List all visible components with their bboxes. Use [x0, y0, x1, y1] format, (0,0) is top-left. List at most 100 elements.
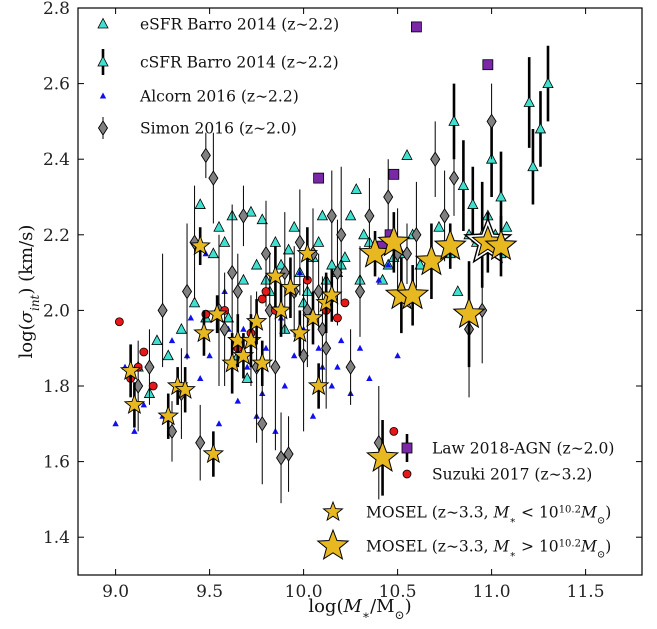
data-point: [257, 415, 268, 432]
data-point: [202, 442, 225, 464]
legend-marker: [401, 442, 413, 454]
legend-item: Simon 2016 (z∼2.0): [97, 117, 297, 139]
data-point: [275, 258, 287, 270]
data-point: [157, 404, 180, 426]
data-point: [321, 284, 343, 305]
y-tick-label: 1.8: [43, 377, 70, 397]
legend-marker: [99, 92, 107, 99]
data-point: [411, 226, 422, 243]
y-axis-label: log(σint) (km/s): [16, 225, 42, 359]
data-point: [296, 242, 319, 263]
data-point: [131, 427, 138, 434]
data-point: [467, 198, 479, 209]
y-tick-label: 2.8: [43, 0, 70, 19]
data-point: [245, 205, 257, 217]
data-point: [194, 198, 206, 209]
legend-label: Simon 2016 (z∼2.0): [140, 120, 297, 138]
legend-item: MOSEL (z∼3.3, M∗ > 1010.2M⊙): [316, 528, 611, 561]
data-point: [354, 283, 366, 300]
data-point: [433, 228, 467, 261]
data-point: [448, 170, 460, 186]
data-point: [288, 220, 300, 232]
legend-marker: [322, 500, 344, 522]
data-point: [289, 321, 311, 343]
y-tick-label: 2.4: [43, 150, 70, 170]
data-point: [358, 228, 370, 240]
legend-label: Suzuki 2017 (z∼3.2): [432, 466, 592, 484]
legend-label: MOSEL (z∼3.3, M∗ > 1010.2M⊙): [366, 538, 611, 561]
data-point: [232, 283, 243, 300]
data-point: [168, 337, 176, 344]
data-point: [240, 329, 262, 350]
data-point: [339, 251, 351, 262]
data-point: [334, 363, 341, 370]
plot-frame: [77, 7, 643, 576]
data-point: [206, 302, 228, 324]
data-point: [157, 302, 168, 319]
data-point: [291, 352, 298, 359]
data-point: [250, 258, 263, 270]
data-point: [238, 208, 249, 224]
x-tick-label: 10.0: [285, 582, 323, 602]
data-point: [270, 299, 292, 320]
data-point: [313, 283, 324, 300]
data-point: [207, 247, 220, 259]
data-point: [326, 208, 337, 224]
data-point: [410, 21, 422, 33]
data-point: [123, 393, 146, 415]
data-point: [260, 245, 272, 262]
legend-label: Alcorn 2016 (z∼2.2): [139, 88, 299, 106]
data-point: [365, 440, 400, 472]
data-point: [119, 359, 142, 381]
series-star-small: [119, 227, 343, 477]
data-point: [433, 220, 445, 232]
y-tick-label: 1.4: [43, 528, 70, 548]
data-point: [188, 296, 201, 308]
data-point: [439, 208, 450, 224]
data-point: [457, 179, 470, 191]
data-point: [315, 344, 322, 351]
legend-item: MOSEL (z∼3.3, M∗ < 1010.2M⊙): [322, 500, 611, 526]
data-point: [251, 352, 274, 373]
data-point: [187, 314, 194, 321]
x-tick-label: 11.0: [473, 582, 511, 602]
data-point: [195, 434, 206, 451]
legend-item: Law 2018-AGN (z∼2.0): [401, 434, 614, 462]
data-point: [313, 172, 325, 184]
data-point: [316, 209, 329, 221]
legend-item: cSFR Barro 2014 (z∼2.2): [97, 49, 339, 75]
data-point: [237, 273, 250, 285]
data-point: [377, 224, 411, 257]
data-point: [208, 170, 219, 186]
data-point: [215, 420, 223, 427]
data-point: [321, 340, 332, 357]
legend-item: eSFR Barro 2014 (z∼2.2): [97, 16, 339, 34]
legend-marker: [316, 528, 350, 561]
data-point: [345, 359, 356, 375]
data-point: [112, 420, 119, 427]
data-point: [262, 344, 270, 351]
data-point: [394, 352, 401, 359]
data-point: [270, 359, 281, 375]
data-point: [340, 298, 350, 308]
y-tick-label: 2.6: [43, 75, 70, 95]
data-point: [302, 306, 324, 328]
data-point: [234, 397, 241, 404]
data-point: [222, 311, 235, 323]
data-point: [307, 374, 330, 396]
data-point: [542, 77, 554, 88]
data-point: [430, 151, 441, 168]
data-point: [182, 283, 193, 300]
data-point: [328, 382, 335, 389]
data-point: [197, 374, 204, 381]
y-axis-ticks: 1.4 1.6 1.8 2.0 2.2 2.4 2.6 2.8: [43, 0, 642, 548]
data-point: [189, 234, 211, 256]
x-tick-label: 11.5: [567, 582, 605, 602]
data-point: [140, 401, 147, 408]
data-marks: [112, 21, 554, 504]
data-point: [350, 183, 362, 194]
data-point: [482, 59, 494, 71]
data-point: [366, 374, 373, 381]
data-point: [219, 321, 230, 338]
